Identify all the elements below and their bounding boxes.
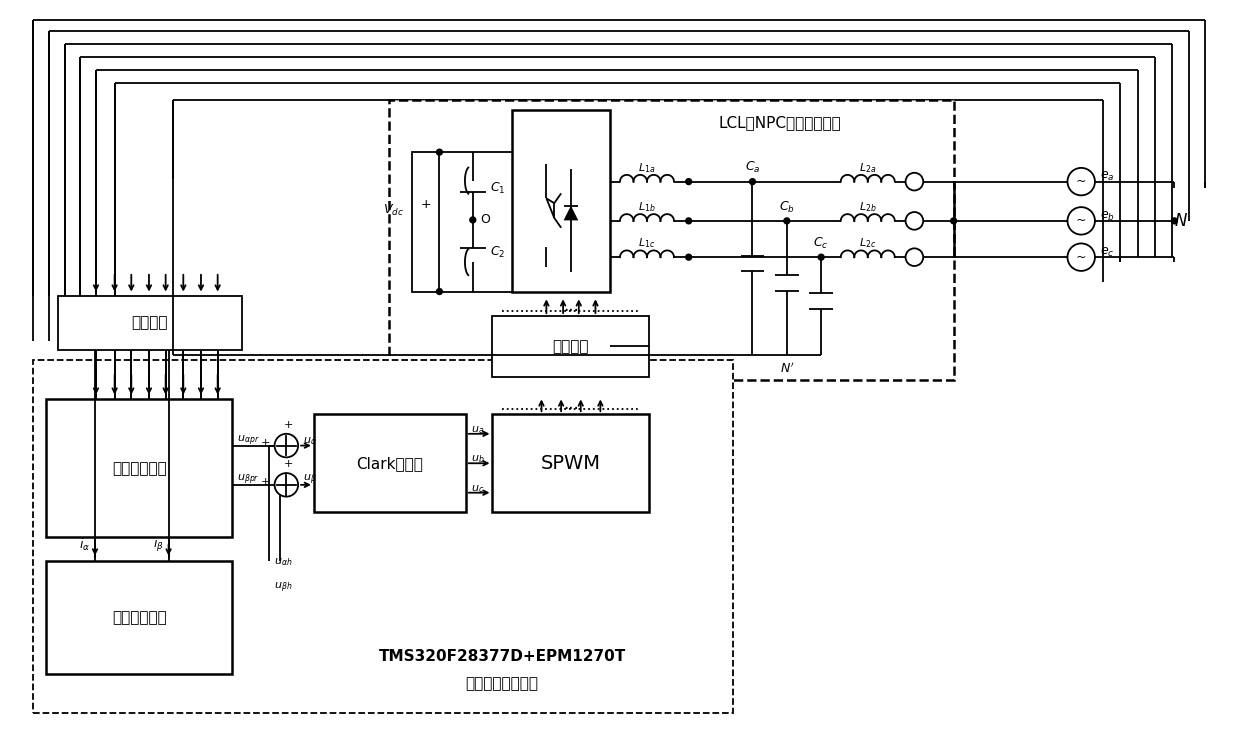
Text: $L_{1c}$: $L_{1c}$ [638,236,655,250]
Text: $C_b$: $C_b$ [779,200,794,215]
Text: +: + [284,459,292,469]
Text: $L_{2c}$: $L_{2c}$ [859,236,876,250]
Circle shape [906,173,923,190]
Text: +: + [261,477,270,487]
Text: $e_c$: $e_c$ [1100,246,1114,259]
Text: $e_b$: $e_b$ [1100,210,1115,222]
Text: $L_{2b}$: $L_{2b}$ [859,200,877,214]
Text: $e_a$: $e_a$ [1100,170,1114,184]
Text: ~: ~ [1075,175,1087,188]
Text: 采样单元: 采样单元 [131,316,169,331]
Text: $i_\beta$: $i_\beta$ [152,536,164,554]
Bar [492,414,649,513]
Text: $u_{\beta h}$: $u_{\beta h}$ [274,581,292,595]
Circle shape [906,248,923,266]
Bar [492,316,649,377]
Bar [389,100,954,380]
Circle shape [470,217,476,223]
Text: $C_c$: $C_c$ [814,236,829,251]
Circle shape [1068,244,1095,271]
Circle shape [685,254,691,260]
Text: ...: ... [563,297,579,315]
Text: $C_2$: $C_2$ [491,244,506,260]
Text: $u_b$: $u_b$ [471,453,484,465]
Circle shape [436,149,442,155]
Polygon shape [564,206,579,221]
Text: $L_{1b}$: $L_{1b}$ [638,200,655,214]
Text: 有源阻尼单元: 有源阻尼单元 [112,610,166,625]
Text: LCL型NPC三电平逆变器: LCL型NPC三电平逆变器 [719,115,841,130]
Circle shape [275,434,299,458]
Text: ~: ~ [1075,250,1087,264]
Text: $u_c$: $u_c$ [471,483,484,495]
Text: 闭环控制单元: 闭环控制单元 [112,461,166,476]
Circle shape [685,218,691,224]
Circle shape [1068,168,1095,195]
Text: $V_{dc}$: $V_{dc}$ [383,203,404,218]
Text: $N$: $N$ [1175,212,1188,230]
Circle shape [275,473,299,496]
Circle shape [1068,207,1095,235]
Text: ...: ... [563,395,579,413]
Bar [512,110,610,291]
Text: $u_{\alpha h}$: $u_{\alpha h}$ [274,557,292,568]
Text: $u_a$: $u_a$ [471,424,484,436]
Text: 数字处理控制模块: 数字处理控制模块 [466,677,539,692]
Text: $i_\alpha$: $i_\alpha$ [79,536,90,553]
Circle shape [685,178,691,184]
Text: $C_1$: $C_1$ [491,181,506,196]
Text: O: O [481,213,491,227]
Text: $N'$: $N'$ [779,362,794,376]
Bar [313,414,466,513]
Bar [411,152,440,291]
Text: $u_\beta$: $u_\beta$ [304,473,317,487]
Text: Clark反变换: Clark反变换 [356,455,422,471]
Text: $u_{\alpha pr}$: $u_{\alpha pr}$ [238,433,260,448]
Text: SPWM: SPWM [541,454,601,473]
Circle shape [750,178,756,184]
Text: +: + [261,438,270,447]
Circle shape [906,212,923,230]
Bar [46,562,233,674]
Bar [46,400,233,537]
Bar [58,296,242,351]
Circle shape [436,288,442,294]
Text: TMS320F28377D+EPM1270T: TMS320F28377D+EPM1270T [379,649,626,664]
Text: ~: ~ [1075,215,1087,227]
Text: +: + [284,420,292,430]
Circle shape [950,218,957,224]
Text: $L_{2a}$: $L_{2a}$ [859,161,876,175]
Text: 驱动电路: 驱动电路 [553,339,590,354]
Text: $C_a$: $C_a$ [745,160,761,175]
Text: $u_\alpha$: $u_\alpha$ [304,435,317,447]
Bar [33,360,732,713]
Text: $L_{1a}$: $L_{1a}$ [638,161,655,175]
Circle shape [1172,218,1177,224]
Text: $u_{\beta pr}$: $u_{\beta pr}$ [238,473,260,487]
Text: +: + [420,198,431,211]
Circle shape [784,218,789,224]
Circle shape [818,254,824,260]
